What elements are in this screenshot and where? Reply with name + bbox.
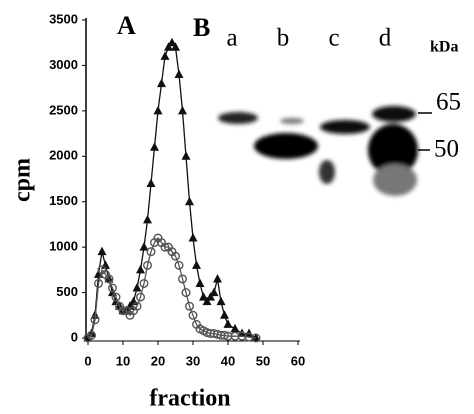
gel-bands: [218, 106, 418, 196]
marker-label: 65: [436, 89, 461, 116]
triangle-marker: [143, 214, 152, 224]
triangle-marker: [213, 273, 222, 283]
triangle-marker: [216, 296, 226, 306]
x-tick-label: 40: [221, 353, 235, 368]
y-axis-label: cpm: [10, 158, 36, 202]
triangle-marker: [150, 142, 159, 151]
triangle-marker: [199, 292, 208, 301]
triangle-marker: [223, 319, 233, 328]
circle-marker: [174, 260, 184, 270]
unit-label: kDa: [430, 39, 458, 56]
circle-marker: [111, 292, 121, 302]
circle-marker: [90, 315, 100, 325]
triangle-marker: [164, 42, 173, 51]
triangle-marker: [192, 260, 201, 269]
triangle-marker: [167, 37, 177, 47]
circle-marker: [251, 333, 261, 343]
triangle-marker: [202, 296, 212, 306]
triangle-marker: [160, 51, 170, 60]
lane-label: c: [328, 25, 339, 52]
circle-marker: [146, 247, 156, 257]
triangle-marker: [251, 333, 261, 342]
circle-marker: [170, 251, 180, 261]
triangle-marker: [185, 196, 194, 206]
circle-marker: [132, 301, 142, 311]
triangle-marker: [220, 310, 229, 319]
triangle-marker: [195, 278, 205, 287]
triangle-marker: [171, 42, 180, 51]
y-tick-label: 3000: [49, 57, 78, 72]
lane-label: d: [379, 25, 392, 52]
panel-label: B: [193, 13, 210, 42]
x-tick-label: 50: [256, 353, 270, 368]
circle-marker: [160, 242, 170, 252]
x-tick-label: 20: [151, 353, 165, 368]
circle-marker: [86, 330, 96, 340]
triangle-marker: [178, 105, 187, 115]
y-tick-label: 1500: [49, 193, 78, 208]
circle-marker: [118, 306, 128, 316]
circle-marker: [142, 260, 152, 270]
triangle-marker: [206, 292, 215, 301]
x-tick-label: 0: [84, 353, 91, 368]
triangle-marker: [132, 283, 142, 292]
x-axis-label: fraction: [149, 386, 230, 412]
x-tick-label: 60: [291, 353, 305, 368]
triangle-marker: [174, 69, 184, 79]
y-tick-label: 3500: [49, 11, 78, 26]
triangle-marker: [146, 178, 156, 188]
lane-label: a: [226, 25, 237, 52]
y-tick-label: 0: [71, 329, 78, 344]
x-tick-label: 30: [186, 353, 200, 368]
circle-marker: [177, 274, 187, 284]
circle-marker: [219, 330, 229, 340]
circle-marker: [107, 283, 117, 293]
series-line: [87, 237, 257, 339]
circle-marker: [181, 288, 191, 298]
triangle-marker: [136, 264, 145, 274]
triangle-marker: [188, 233, 198, 242]
triangle-marker: [157, 78, 166, 88]
circle-marker: [184, 301, 194, 311]
circle-marker: [93, 278, 103, 288]
circle-marker: [139, 278, 149, 288]
y-tick-label: 2000: [49, 148, 78, 163]
triangle-marker: [209, 287, 219, 297]
panel-label: A: [117, 11, 136, 40]
y-tick-label: 1000: [49, 239, 78, 254]
circle-marker: [104, 274, 114, 284]
y-tick-label: 500: [56, 284, 78, 299]
circle-marker: [188, 310, 198, 320]
lane-label: b: [277, 25, 290, 52]
triangle-marker: [181, 151, 191, 160]
triangle-marker: [97, 246, 107, 256]
x-tick-label: 10: [116, 353, 130, 368]
triangle-marker: [230, 323, 240, 333]
y-tick-label: 2500: [49, 102, 78, 117]
gel-panel: B a b c d kDa 65 50: [193, 13, 461, 196]
triangle-marker: [139, 242, 149, 251]
marker-label: 50: [434, 136, 459, 163]
triangle-marker: [153, 105, 163, 115]
circle-marker: [135, 292, 145, 302]
